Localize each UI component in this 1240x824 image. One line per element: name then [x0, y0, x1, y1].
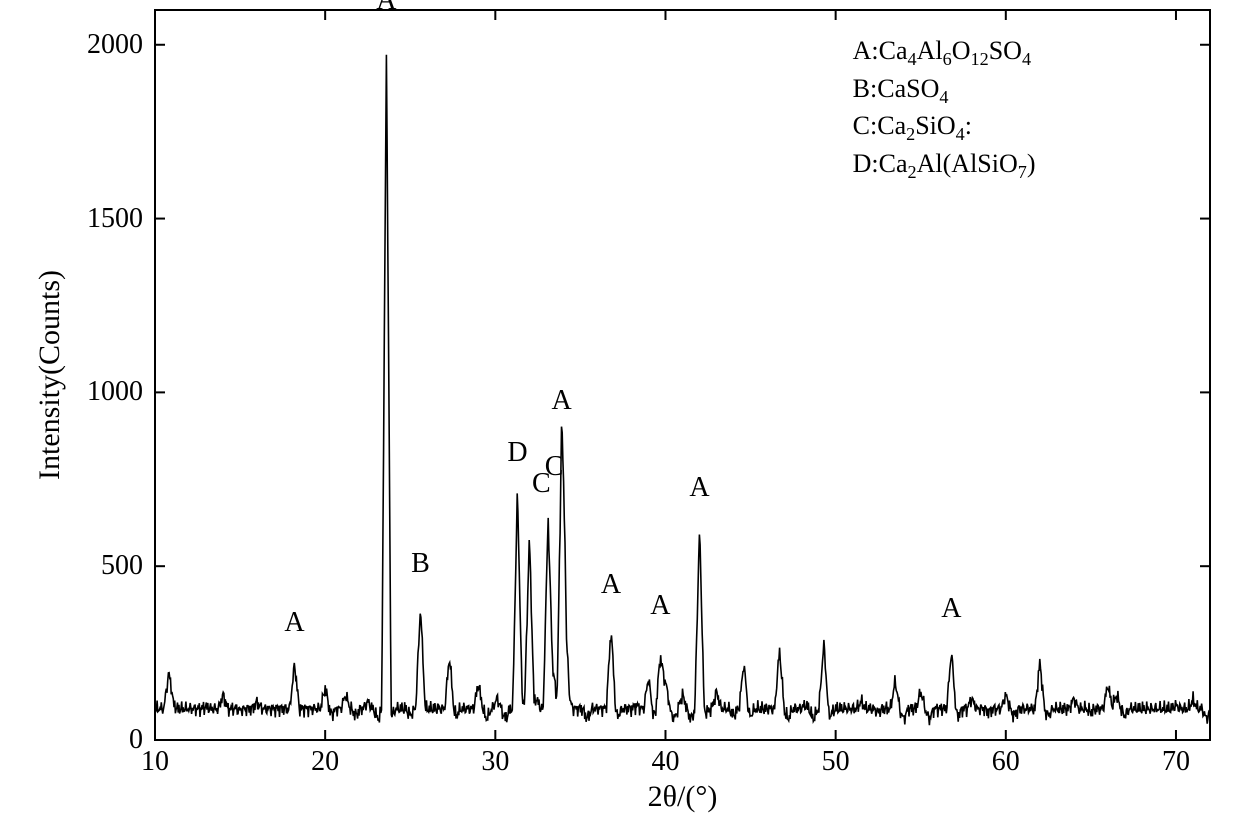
y-tick-label: 500 — [101, 550, 143, 582]
x-tick-label: 30 — [481, 746, 509, 778]
x-tick-label: 10 — [141, 746, 169, 778]
peak-label: C — [545, 451, 564, 483]
xrd-plot-svg — [0, 0, 1240, 824]
x-tick-label: 70 — [1162, 746, 1190, 778]
peak-label: A — [552, 385, 572, 417]
x-tick-label: 60 — [992, 746, 1020, 778]
peak-label: D — [507, 437, 527, 469]
x-axis-label: 2θ/(°) — [648, 780, 718, 814]
y-tick-label: 2000 — [87, 29, 143, 61]
x-tick-label: 20 — [311, 746, 339, 778]
legend-entry: C:Ca2SiO4: — [853, 111, 972, 145]
legend-entry: B:CaSO4 — [853, 74, 949, 108]
legend-entry: D:Ca2Al(AlSiO7) — [853, 149, 1036, 183]
y-tick-label: 1500 — [87, 203, 143, 235]
x-tick-label: 50 — [822, 746, 850, 778]
y-tick-label: 0 — [129, 724, 143, 756]
legend-entry: A:Ca4Al6O12SO4 — [853, 36, 1031, 70]
xrd-chart-container: 10 20 30 40 50 60 70 0 500 1000 1500 2000 Intensity(… — [0, 0, 1240, 824]
peak-label: A — [376, 0, 396, 17]
peak-label: A — [650, 590, 670, 622]
x-tick-label: 40 — [651, 746, 679, 778]
xrd-trace — [155, 55, 1210, 726]
peak-label: A — [689, 472, 709, 504]
y-axis-label: Intensity(Counts) — [33, 270, 67, 480]
peak-label: A — [601, 569, 621, 601]
peak-label: B — [411, 548, 430, 580]
y-tick-label: 1000 — [87, 376, 143, 408]
peak-label: A — [284, 607, 304, 639]
peak-label: A — [941, 593, 961, 625]
